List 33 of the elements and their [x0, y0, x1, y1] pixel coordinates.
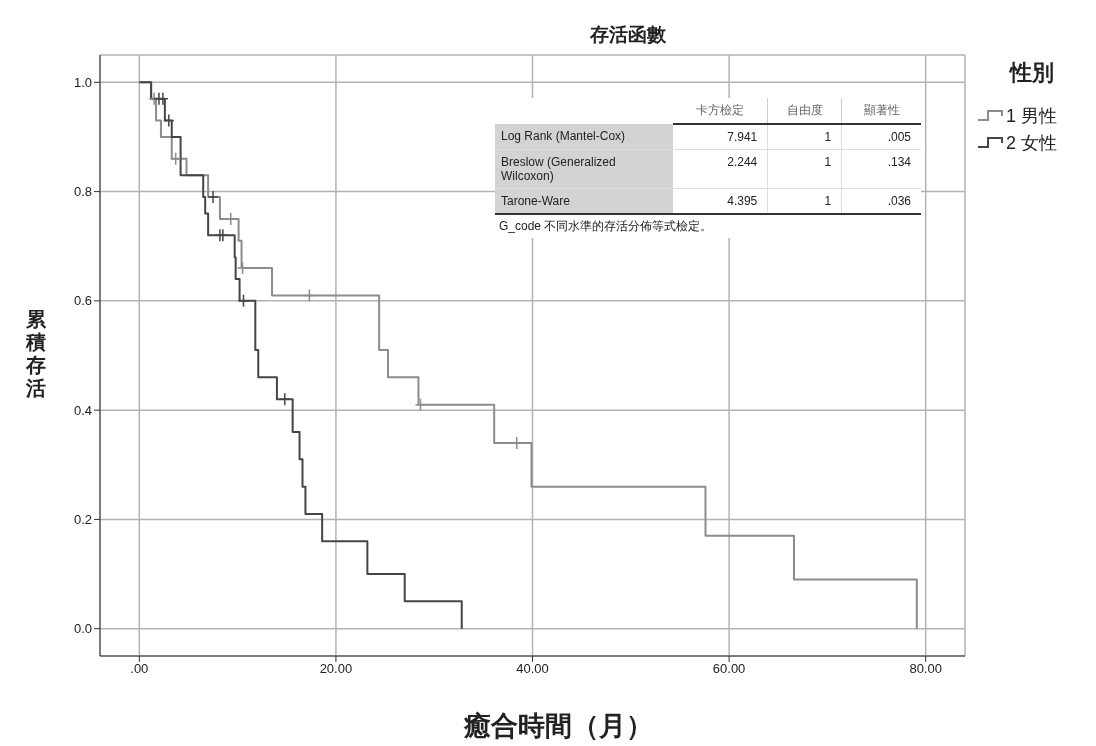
annotation: .134: [841, 149, 921, 189]
legend-title: 性別: [1008, 58, 1055, 87]
annotation: 顯著性: [841, 98, 921, 124]
x-tick-label: 60.00: [712, 661, 746, 677]
y-tick-label: 0.2: [73, 512, 92, 528]
annotation: 4.395: [726, 193, 759, 210]
annotation: 1: [767, 124, 842, 150]
annotation: 2.244: [726, 154, 759, 171]
legend-label: 2 女性: [1006, 131, 1058, 155]
annotation: 1: [767, 149, 842, 189]
y-tick-label: 0.8: [73, 184, 92, 200]
y-tick-label: 1.0: [73, 74, 92, 90]
shaded-cell: Breslow (Generalized Wilcoxon): [495, 149, 673, 189]
annotation: 自由度: [767, 98, 842, 124]
annotation: 卡方檢定: [673, 98, 768, 124]
y-tick-label: 0.4: [73, 402, 92, 418]
annotation: 7.941: [726, 129, 759, 146]
x-tick-label: 40.00: [516, 661, 549, 677]
annotation: .036: [841, 188, 921, 214]
chart-title: 存活函數: [589, 22, 667, 47]
x-tick-label: 80.00: [909, 661, 942, 677]
shaded-cell: Log Rank (Mantel-Cox): [495, 124, 673, 150]
x-tick-label: 20.00: [319, 661, 353, 677]
legend-label: 1 男性: [1006, 104, 1058, 128]
shaded-cell: Tarone-Ware: [495, 188, 673, 214]
y-axis-title: 累積存活: [24, 307, 47, 400]
annotation: 1: [767, 188, 842, 214]
y-tick-label: 0.6: [73, 293, 92, 309]
annotation: G_code 不同水準的存活分佈等式檢定。: [498, 218, 714, 235]
x-axis-title: 癒合時間（月）: [462, 709, 654, 743]
annotation: .005: [841, 124, 921, 150]
y-tick-label: 0.0: [73, 621, 92, 637]
x-tick-label: .00: [130, 661, 149, 677]
